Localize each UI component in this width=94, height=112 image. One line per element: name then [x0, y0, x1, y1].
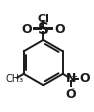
Text: +: +	[70, 72, 77, 81]
Text: ⁻: ⁻	[71, 85, 75, 94]
Text: CH₃: CH₃	[6, 74, 24, 84]
Text: O: O	[21, 23, 32, 36]
Text: Cl: Cl	[37, 14, 49, 24]
Text: S: S	[38, 22, 49, 37]
Text: O: O	[66, 88, 76, 101]
Text: N: N	[66, 72, 76, 85]
Text: O: O	[80, 72, 90, 85]
Text: O: O	[55, 23, 65, 36]
